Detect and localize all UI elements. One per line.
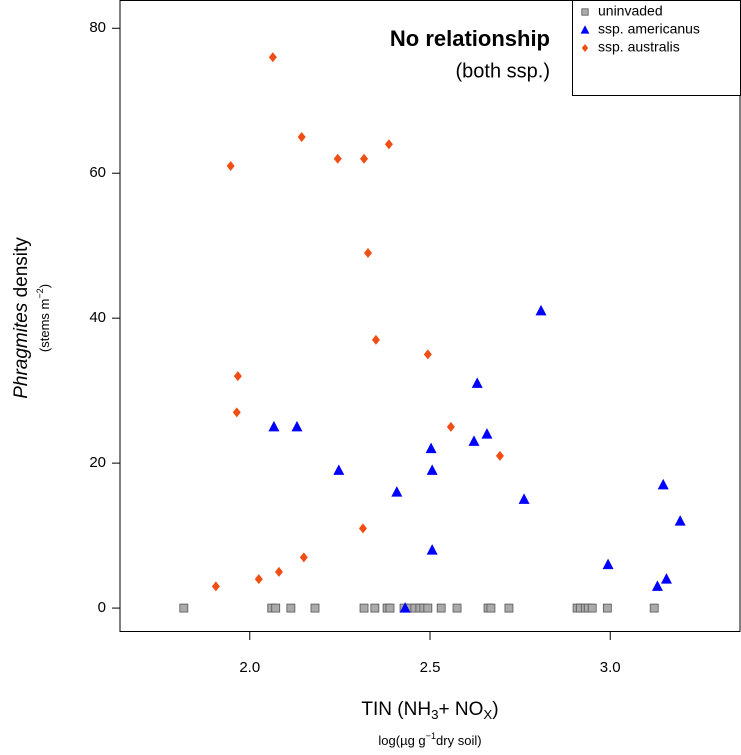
- marker-square: [310, 603, 320, 613]
- marker-square: [370, 603, 380, 613]
- x-sublabel-part: −1: [426, 731, 436, 741]
- marker-triangle: [580, 25, 590, 34]
- y-sublabel-part: −2: [35, 288, 45, 298]
- marker-square: [486, 603, 496, 613]
- marker-square: [452, 603, 462, 613]
- marker-diamond: [446, 421, 455, 432]
- marker-triangle: [468, 435, 480, 446]
- y-label-part: Phragmites: [11, 302, 32, 399]
- marker-diamond: [211, 581, 220, 592]
- marker-triangle: [268, 420, 280, 432]
- y-tick-label: 60: [89, 164, 106, 181]
- y-tick-label: 20: [89, 454, 106, 471]
- marker-triangle: [399, 602, 411, 613]
- marker-triangle: [426, 464, 438, 475]
- marker-diamond: [233, 371, 242, 382]
- marker-diamond: [268, 52, 277, 63]
- marker-triangle: [602, 558, 614, 570]
- marker-square: [286, 603, 296, 613]
- marker-square: [436, 603, 446, 613]
- y-sublabel-part: (stems m: [37, 299, 52, 352]
- marker-square: [649, 603, 659, 613]
- annotation-sub: (both ssp.): [456, 60, 550, 82]
- x-label-part: + NO: [438, 699, 483, 720]
- x-label-part: TIN (NH: [361, 699, 431, 720]
- marker-diamond: [371, 334, 380, 345]
- marker-diamond: [581, 44, 589, 52]
- x-axis-sublabel: log(µg g−1dry soil): [378, 731, 481, 748]
- x-tick-label: 2.0: [239, 659, 260, 676]
- marker-triangle: [333, 464, 345, 475]
- marker-diamond: [297, 131, 306, 142]
- legend-box: [572, 0, 741, 96]
- marker-triangle: [425, 442, 437, 454]
- marker-diamond: [360, 153, 369, 164]
- marker-square: [581, 8, 589, 16]
- marker-diamond: [358, 523, 367, 534]
- marker-square: [271, 603, 281, 613]
- marker-square: [423, 603, 433, 613]
- legend-label: ssp. australis: [598, 39, 680, 55]
- x-label-part: X: [483, 707, 492, 722]
- marker-triangle: [291, 420, 303, 432]
- x-axis-label: TIN (NH3+ NOX): [361, 699, 498, 722]
- marker-triangle: [535, 304, 547, 316]
- x-label-part: 3: [431, 707, 438, 722]
- marker-triangle: [651, 580, 663, 591]
- legend-label: uninvaded: [598, 3, 663, 19]
- x-label-part: ): [492, 699, 498, 720]
- y-axis-label: Phragmites density: [11, 237, 32, 399]
- marker-triangle: [481, 428, 493, 439]
- marker-diamond: [299, 552, 308, 563]
- marker-square: [602, 603, 612, 613]
- y-tick-label: 80: [89, 19, 106, 36]
- marker-diamond: [384, 139, 393, 150]
- marker-triangle: [657, 478, 669, 490]
- marker-square: [587, 603, 597, 613]
- marker-diamond: [495, 450, 504, 461]
- marker-diamond: [226, 160, 235, 171]
- marker-square: [359, 603, 369, 613]
- y-tick-label: 0: [98, 599, 106, 616]
- x-sublabel-part: log(µg g: [378, 733, 425, 748]
- marker-triangle: [674, 515, 686, 526]
- y-label-part: density: [11, 237, 32, 303]
- marker-diamond: [274, 566, 283, 577]
- marker-diamond: [364, 247, 372, 258]
- marker-triangle: [471, 377, 483, 388]
- marker-square: [385, 603, 395, 613]
- marker-diamond: [333, 153, 342, 164]
- marker-diamond: [254, 574, 263, 585]
- x-sublabel-part: dry soil): [436, 733, 482, 748]
- marker-triangle: [518, 493, 530, 504]
- marker-triangle: [426, 544, 438, 555]
- marker-diamond: [232, 407, 241, 418]
- annotation: No relationship: [390, 26, 550, 51]
- y-axis-sublabel: (stems m−2): [35, 284, 52, 352]
- x-tick-label: 2.5: [420, 659, 441, 676]
- marker-square: [179, 603, 189, 613]
- x-tick-label: 3.0: [600, 659, 621, 676]
- y-tick-label: 40: [89, 309, 106, 326]
- legend-label: ssp. americanus: [598, 21, 700, 37]
- marker-triangle: [660, 573, 672, 584]
- marker-diamond: [423, 349, 432, 360]
- plot-frame: [119, 0, 741, 632]
- marker-triangle: [391, 486, 403, 497]
- marker-square: [504, 603, 514, 613]
- y-sublabel-part: ): [37, 284, 52, 288]
